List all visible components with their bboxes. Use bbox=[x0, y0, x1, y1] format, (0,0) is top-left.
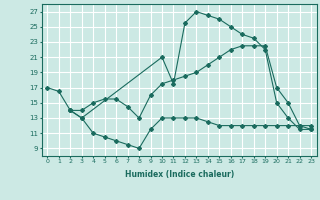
X-axis label: Humidex (Indice chaleur): Humidex (Indice chaleur) bbox=[124, 170, 234, 179]
